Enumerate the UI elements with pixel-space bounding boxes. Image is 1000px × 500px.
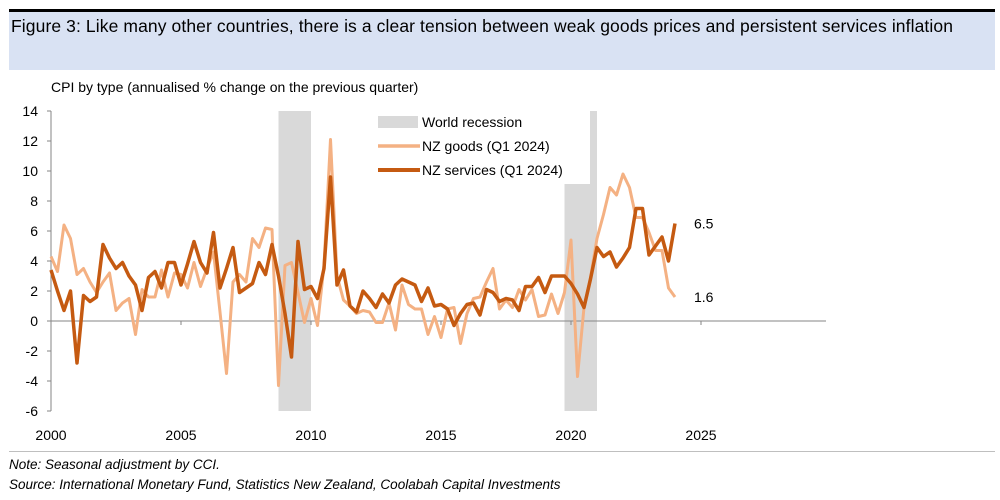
legend-recession-swatch — [378, 116, 418, 128]
y-tick-label: 12 — [22, 133, 38, 149]
y-tick-label: 8 — [30, 193, 38, 209]
x-tick-label: 2005 — [165, 427, 196, 443]
goods-line — [49, 138, 677, 387]
x-tick-label: 2020 — [555, 427, 586, 443]
y-tick-label: 4 — [30, 253, 38, 269]
y-tick-label: 2 — [30, 283, 38, 299]
y-tick-label: 14 — [22, 103, 38, 119]
figure-title: Figure 3: Like many other countries, the… — [11, 16, 954, 36]
y-tick-label: 6 — [30, 223, 38, 239]
top-border — [9, 9, 995, 12]
source-text: Source: International Monetary Fund, Sta… — [9, 477, 561, 492]
footer-divider — [9, 451, 995, 452]
services-end-label: 6.5 — [694, 216, 714, 232]
x-tick-label: 2010 — [295, 427, 326, 443]
legend-recession-label: World recession — [422, 114, 522, 130]
y-tick-label: -2 — [26, 343, 39, 359]
recession-band — [278, 111, 311, 411]
y-tick-label: 10 — [22, 163, 38, 179]
y-tick-label: 0 — [30, 313, 38, 329]
x-tick-label: 2000 — [35, 427, 66, 443]
title-banner — [9, 12, 995, 70]
note-text: Note: Seasonal adjustment by CCI. — [9, 457, 220, 472]
y-tick-label: -4 — [26, 373, 39, 389]
legend-services-label: NZ services (Q1 2024) — [422, 162, 563, 178]
y-tick-label: -6 — [26, 403, 39, 419]
goods-end-label: 1.6 — [694, 289, 714, 305]
services-line — [49, 175, 677, 365]
y-axis-label: CPI by type (annualised % change on the … — [51, 79, 419, 95]
legend-goods-label: NZ goods (Q1 2024) — [422, 138, 550, 154]
x-tick-label: 2025 — [685, 427, 716, 443]
x-tick-label: 2015 — [425, 427, 456, 443]
